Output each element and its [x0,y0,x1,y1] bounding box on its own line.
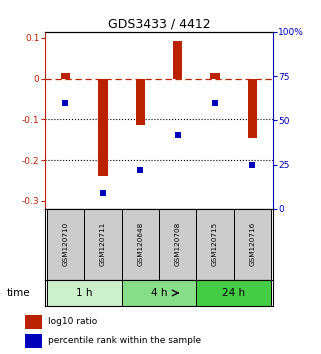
Point [100,190,105,196]
Text: GSM120711: GSM120711 [100,222,106,267]
Bar [47,209,84,280]
Bar [247,79,257,138]
Bar [196,280,271,306]
Title: GDS3433 / 4412: GDS3433 / 4412 [108,18,210,31]
Bar [173,41,182,79]
Bar [196,209,234,280]
Bar [234,209,271,280]
Point [175,132,180,137]
Text: GSM120710: GSM120710 [63,222,68,267]
Text: GSM120715: GSM120715 [212,222,218,267]
Bar [122,280,196,306]
Bar [47,280,122,306]
Bar [84,209,122,280]
Text: GSM120648: GSM120648 [137,222,143,267]
Point [250,162,255,167]
Bar [122,209,159,280]
Bar [25,315,42,329]
Text: GSM120716: GSM120716 [249,222,255,267]
Text: 1 h: 1 h [76,288,92,298]
Text: 24 h: 24 h [222,288,245,298]
Bar [135,79,145,125]
Text: GSM120708: GSM120708 [175,222,181,267]
Text: 4 h: 4 h [151,288,167,298]
Bar [210,73,220,79]
Text: percentile rank within the sample: percentile rank within the sample [48,336,201,345]
Point [63,100,68,105]
Point [138,167,143,173]
Text: log10 ratio: log10 ratio [48,317,97,326]
Bar [61,73,70,79]
Text: time: time [6,288,30,298]
Bar [159,209,196,280]
Bar [25,335,42,348]
Point [213,100,218,105]
Bar [98,79,108,176]
